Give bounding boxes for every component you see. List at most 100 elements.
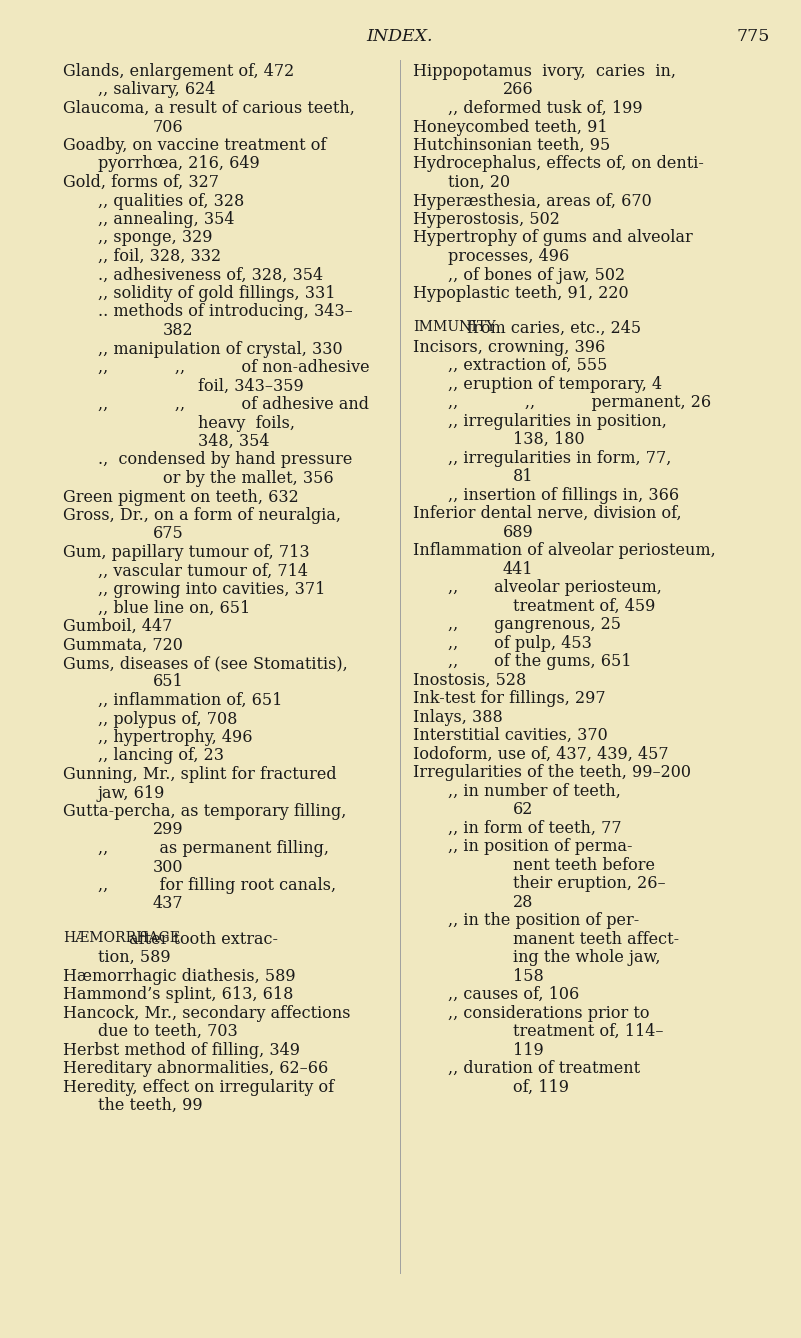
Text: .,  condensed by hand pressure: ., condensed by hand pressure	[98, 451, 352, 468]
Text: INDEX.: INDEX.	[367, 28, 433, 45]
Text: Gold, forms of, 327: Gold, forms of, 327	[63, 174, 219, 191]
Text: ,, irregularities in form, 77,: ,, irregularities in form, 77,	[448, 450, 671, 467]
Text: nent teeth before: nent teeth before	[513, 856, 655, 874]
Text: Gummata, 720: Gummata, 720	[63, 637, 183, 653]
Text: ,,          for filling root canals,: ,, for filling root canals,	[98, 876, 336, 894]
Text: 675: 675	[153, 526, 183, 542]
Text: ,, inflammation of, 651: ,, inflammation of, 651	[98, 692, 283, 709]
Text: 348, 354: 348, 354	[198, 434, 269, 450]
Text: pyorrhœa, 216, 649: pyorrhœa, 216, 649	[98, 155, 260, 173]
Text: ,,             ,,           of non-adhesive: ,, ,, of non-adhesive	[98, 359, 369, 376]
Text: ,, extraction of, 555: ,, extraction of, 555	[448, 357, 607, 375]
Text: 382: 382	[163, 322, 194, 339]
Text: from caries, etc., 245: from caries, etc., 245	[461, 320, 641, 337]
Text: ,, insertion of fillings in, 366: ,, insertion of fillings in, 366	[448, 487, 679, 503]
Text: their eruption, 26–: their eruption, 26–	[513, 875, 666, 892]
Text: ,, in number of teeth,: ,, in number of teeth,	[448, 783, 621, 800]
Text: Gutta-percha, as temporary filling,: Gutta-percha, as temporary filling,	[63, 803, 346, 820]
Text: Interstitial cavities, 370: Interstitial cavities, 370	[413, 727, 608, 744]
Text: Green pigment on teeth, 632: Green pigment on teeth, 632	[63, 488, 299, 506]
Text: Hyperostosis, 502: Hyperostosis, 502	[413, 211, 560, 227]
Text: Gums, diseases of (see Stomatitis),: Gums, diseases of (see Stomatitis),	[63, 656, 348, 672]
Text: 651: 651	[153, 673, 183, 690]
Text: ,, considerations prior to: ,, considerations prior to	[448, 1005, 650, 1022]
Text: 775: 775	[737, 28, 770, 45]
Text: ,, causes of, 106: ,, causes of, 106	[448, 986, 579, 1004]
Text: Glaucoma, a result of carious teeth,: Glaucoma, a result of carious teeth,	[63, 100, 355, 116]
Text: Gumboil, 447: Gumboil, 447	[63, 618, 172, 636]
Text: Gross, Dr., on a form of neuralgia,: Gross, Dr., on a form of neuralgia,	[63, 507, 341, 524]
Text: jaw, 619: jaw, 619	[98, 784, 165, 801]
Text: Hyperæsthesia, areas of, 670: Hyperæsthesia, areas of, 670	[413, 193, 652, 210]
Text: foil, 343–359: foil, 343–359	[198, 377, 304, 395]
Text: Hammond’s splint, 613, 618: Hammond’s splint, 613, 618	[63, 986, 293, 1004]
Text: Inlays, 388: Inlays, 388	[413, 709, 503, 725]
Text: 138, 180: 138, 180	[513, 431, 585, 448]
Text: ,, hypertrophy, 496: ,, hypertrophy, 496	[98, 729, 252, 747]
Text: ,,             ,,           permanent, 26: ,, ,, permanent, 26	[448, 395, 711, 411]
Text: ,, manipulation of crystal, 330: ,, manipulation of crystal, 330	[98, 340, 343, 357]
Text: ,, qualities of, 328: ,, qualities of, 328	[98, 193, 244, 210]
Text: ,, of bones of jaw, 502: ,, of bones of jaw, 502	[448, 266, 625, 284]
Text: Inferior dental nerve, division of,: Inferior dental nerve, division of,	[413, 506, 682, 522]
Text: ,, vascular tumour of, 714: ,, vascular tumour of, 714	[98, 562, 308, 579]
Text: ,, in form of teeth, 77: ,, in form of teeth, 77	[448, 820, 622, 836]
Text: Gunning, Mr., splint for fractured: Gunning, Mr., splint for fractured	[63, 765, 336, 783]
Text: ,, polypus of, 708: ,, polypus of, 708	[98, 710, 237, 728]
Text: due to teeth, 703: due to teeth, 703	[98, 1024, 238, 1040]
Text: tion, 20: tion, 20	[448, 174, 510, 191]
Text: 441: 441	[503, 561, 533, 578]
Text: 28: 28	[513, 894, 533, 911]
Text: Glands, enlargement of, 472: Glands, enlargement of, 472	[63, 63, 294, 80]
Text: ,, duration of treatment: ,, duration of treatment	[448, 1060, 640, 1077]
Text: 119: 119	[513, 1042, 544, 1058]
Text: ,, in position of perma-: ,, in position of perma-	[448, 838, 633, 855]
Text: tion, 589: tion, 589	[98, 949, 171, 966]
Text: heavy  foils,: heavy foils,	[198, 415, 295, 431]
Text: Hancock, Mr., secondary affections: Hancock, Mr., secondary affections	[63, 1005, 351, 1022]
Text: Hypoplastic teeth, 91, 220: Hypoplastic teeth, 91, 220	[413, 285, 629, 302]
Text: ,, lancing of, 23: ,, lancing of, 23	[98, 748, 224, 764]
Text: the teeth, 99: the teeth, 99	[98, 1097, 203, 1115]
Text: 706: 706	[153, 119, 183, 135]
Text: Goadby, on vaccine treatment of: Goadby, on vaccine treatment of	[63, 136, 326, 154]
Text: 158: 158	[513, 967, 544, 985]
Text: ,, in the position of per-: ,, in the position of per-	[448, 913, 639, 929]
Text: ,, blue line on, 651: ,, blue line on, 651	[98, 599, 250, 617]
Text: Iodoform, use of, 437, 439, 457: Iodoform, use of, 437, 439, 457	[413, 745, 669, 763]
Text: treatment of, 459: treatment of, 459	[513, 598, 655, 614]
Text: Hippopotamus  ivory,  caries  in,: Hippopotamus ivory, caries in,	[413, 63, 676, 80]
Text: ,, sponge, 329: ,, sponge, 329	[98, 230, 212, 246]
Text: Hereditary abnormalities, 62–66: Hereditary abnormalities, 62–66	[63, 1060, 328, 1077]
Text: ,,          as permanent filling,: ,, as permanent filling,	[98, 840, 329, 858]
Text: 689: 689	[503, 523, 533, 541]
Text: Honeycombed teeth, 91: Honeycombed teeth, 91	[413, 119, 608, 135]
Text: Inostosis, 528: Inostosis, 528	[413, 672, 526, 689]
Text: 81: 81	[513, 468, 533, 486]
Text: ,, foil, 328, 332: ,, foil, 328, 332	[98, 248, 221, 265]
Text: Herbst method of filling, 349: Herbst method of filling, 349	[63, 1042, 300, 1058]
Text: ,, irregularities in position,: ,, irregularities in position,	[448, 412, 667, 429]
Text: of, 119: of, 119	[513, 1078, 569, 1096]
Text: ,,       gangrenous, 25: ,, gangrenous, 25	[448, 617, 621, 633]
Text: ,,       of pulp, 453: ,, of pulp, 453	[448, 634, 592, 652]
Text: manent teeth affect-: manent teeth affect-	[513, 931, 679, 947]
Text: .. methods of introducing, 343–: .. methods of introducing, 343–	[98, 304, 352, 321]
Text: 299: 299	[153, 822, 183, 839]
Text: ., adhesiveness of, 328, 354: ., adhesiveness of, 328, 354	[98, 266, 323, 284]
Text: Incisors, crowning, 396: Incisors, crowning, 396	[413, 339, 606, 356]
Text: 266: 266	[503, 82, 533, 99]
Text: Inflammation of alveolar periosteum,: Inflammation of alveolar periosteum,	[413, 542, 716, 559]
Text: ,, eruption of temporary, 4: ,, eruption of temporary, 4	[448, 376, 662, 392]
Text: HÆMORRHAGE: HÆMORRHAGE	[63, 931, 180, 945]
Text: processes, 496: processes, 496	[448, 248, 570, 265]
Text: ,, deformed tusk of, 199: ,, deformed tusk of, 199	[448, 100, 642, 116]
Text: ,, solidity of gold fillings, 331: ,, solidity of gold fillings, 331	[98, 285, 336, 302]
Text: ,, annealing, 354: ,, annealing, 354	[98, 211, 235, 227]
Text: ,, growing into cavities, 371: ,, growing into cavities, 371	[98, 581, 325, 598]
Text: after tooth extrac-: after tooth extrac-	[123, 931, 278, 947]
Text: 300: 300	[153, 859, 183, 875]
Text: treatment of, 114–: treatment of, 114–	[513, 1024, 663, 1040]
Text: IMMUNITY: IMMUNITY	[413, 320, 496, 334]
Text: Hydrocephalus, effects of, on denti-: Hydrocephalus, effects of, on denti-	[413, 155, 704, 173]
